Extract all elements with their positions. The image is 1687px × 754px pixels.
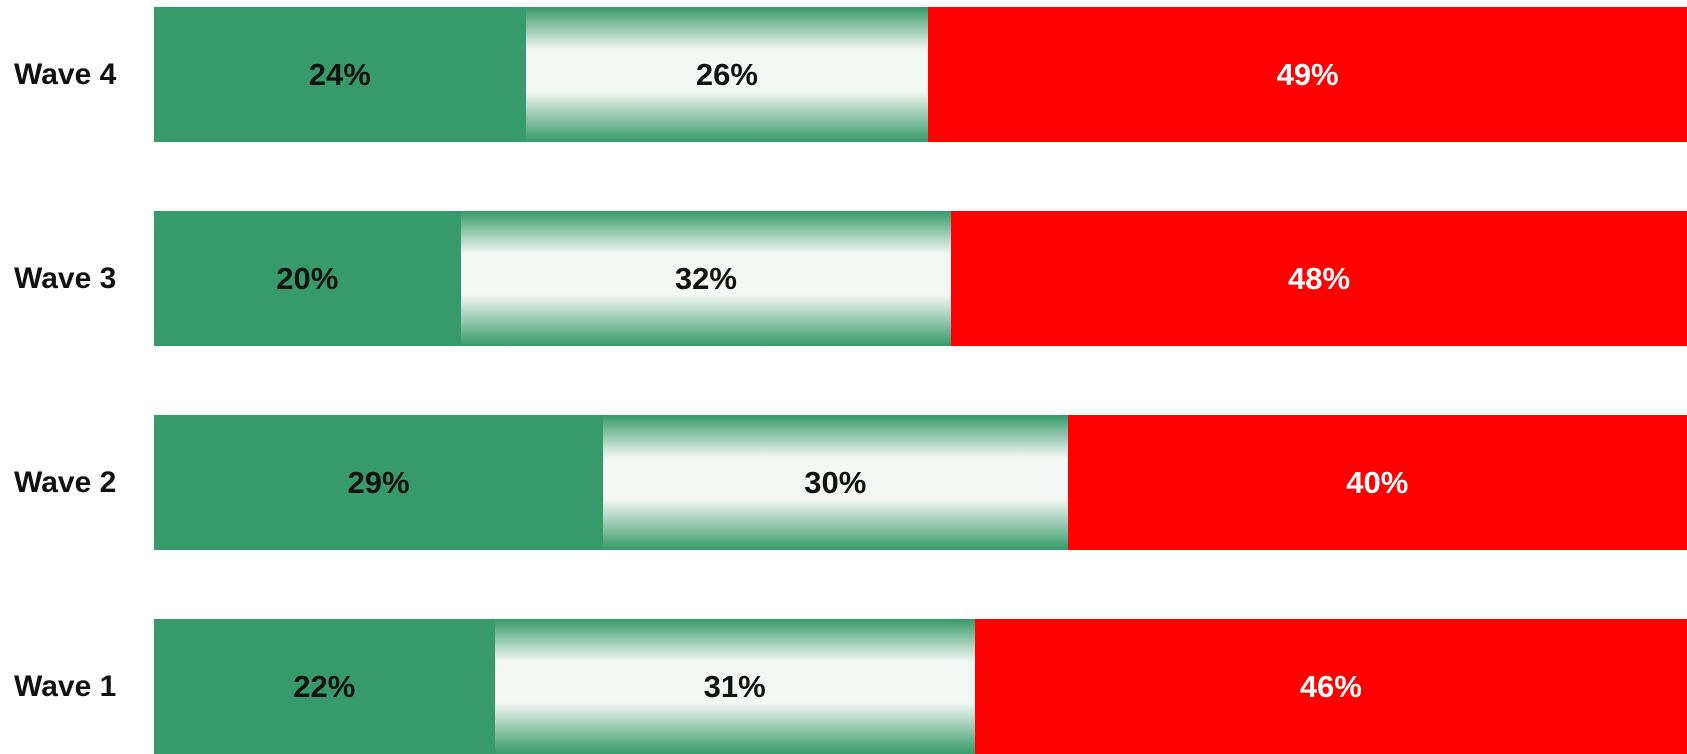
row-label: Wave 2 xyxy=(14,465,117,499)
bar-segment-negative: 40% xyxy=(1067,415,1687,550)
data-label: 46% xyxy=(1299,669,1362,704)
bar-segment-negative: 48% xyxy=(951,211,1687,346)
bar-segment-neutral: 31% xyxy=(494,619,975,754)
row-label: Wave 4 xyxy=(14,57,117,91)
data-label: 24% xyxy=(308,57,371,92)
row-label: Wave 3 xyxy=(14,261,117,295)
bar-segment-positive: 24% xyxy=(154,7,526,142)
data-label: 32% xyxy=(674,261,737,296)
bar-segment-positive: 20% xyxy=(154,211,461,346)
data-label: 31% xyxy=(703,669,766,704)
data-label: 49% xyxy=(1276,57,1339,92)
data-label: 40% xyxy=(1346,465,1409,500)
bar-segment-negative: 46% xyxy=(974,619,1687,754)
data-label: 30% xyxy=(804,465,867,500)
data-label: 20% xyxy=(276,261,339,296)
bar-segment-neutral: 30% xyxy=(603,415,1068,550)
data-label: 29% xyxy=(347,465,410,500)
bar-segment-positive: 29% xyxy=(154,415,604,550)
data-label: 48% xyxy=(1288,261,1351,296)
bar-segment-positive: 22% xyxy=(154,619,495,754)
bar-segment-neutral: 26% xyxy=(525,7,929,142)
data-label: 22% xyxy=(293,669,356,704)
bar-segment-negative: 49% xyxy=(928,7,1687,142)
row-label: Wave 1 xyxy=(14,669,117,703)
data-label: 26% xyxy=(695,57,758,92)
bar-segment-neutral: 32% xyxy=(460,211,952,346)
